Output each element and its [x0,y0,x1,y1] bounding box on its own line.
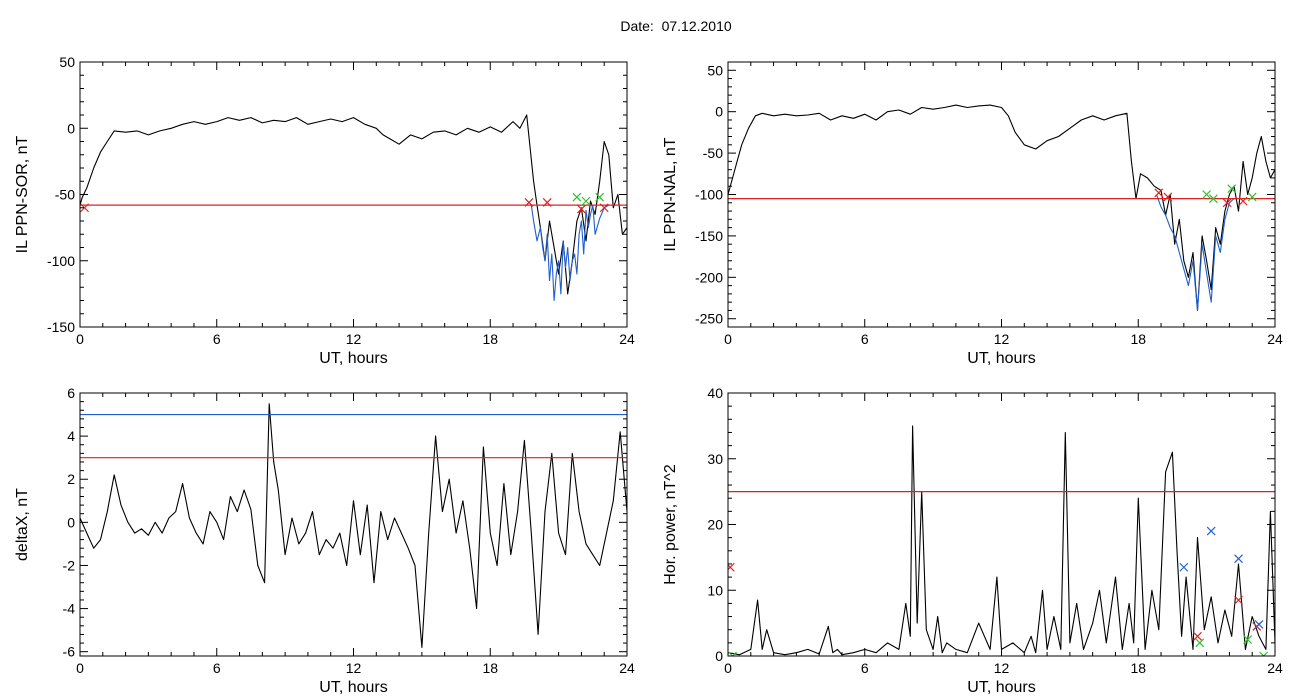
plot-frame [79,61,628,328]
x-marker [1243,635,1253,644]
y-tick-label: 30 [707,451,723,467]
y-tick-label: 6 [67,385,75,401]
x-marker [1247,192,1257,202]
x-marker [581,196,591,206]
plot-area [728,425,1275,656]
x-marker [1209,194,1218,204]
y-tick-label: -100 [695,187,723,203]
x-marker [576,204,586,214]
plot-area [80,114,627,302]
x-tick-label: 0 [724,660,732,676]
y-axis-title: Hor. power, nT^2 [662,464,679,585]
y-axis-title: deltaX, nT [14,488,31,561]
x-tick-label: 0 [76,331,84,347]
series-line [80,403,627,648]
y-tick-label: 0 [715,648,723,664]
panel-top-left: 0 6 12 18 24 -150 -100 -50 0 50 UT, hours IL PPN-SO… [14,54,635,367]
x-marker [1206,526,1216,536]
x-tick-label: 6 [861,331,869,347]
y-tick-label: -50 [703,145,723,161]
y-axis-title: IL PPN-NAL, nT [662,137,679,251]
x-tick-label: 6 [213,660,221,676]
plot-frame [727,392,1276,657]
y-tick-label: -4 [63,601,76,617]
x-marker [1193,631,1202,641]
x-marker [1234,595,1243,605]
y-tick-label: 4 [67,428,75,444]
series-line [1155,194,1235,311]
x-marker [1222,198,1232,208]
y-tick-label: 0 [67,120,75,136]
y-tick-label: 0 [67,514,75,530]
x-tick-label: 24 [1267,660,1283,676]
plot-area [728,104,1275,311]
x-marker [1227,184,1237,194]
x-tick-label: 0 [724,331,732,347]
x-marker [572,192,582,202]
x-tick-label: 12 [346,660,362,676]
y-tick-label: 10 [707,582,723,598]
x-marker [1195,638,1205,648]
x-tick-label: 12 [994,331,1010,347]
x-marker [1154,188,1164,198]
x-axis-title: UT, hours [319,350,387,367]
x-marker [595,192,605,202]
x-marker [1238,196,1248,206]
y-tick-label: 50 [707,62,723,78]
series-line [530,204,610,302]
series-line [728,104,1275,311]
series-line [728,425,1275,656]
x-tick-label: 6 [861,660,869,676]
y-tick-label: -150 [47,319,75,335]
x-marker [542,198,552,207]
y-tick-label: -200 [695,269,723,285]
plot-frame [79,392,628,657]
series-line [80,114,627,295]
x-tick-label: 12 [994,660,1010,676]
plot-area [80,403,627,648]
y-tick-label: -100 [47,253,75,269]
x-marker [1179,562,1189,572]
x-tick-label: 18 [1130,331,1146,347]
panel-top-right: 0 6 12 18 24 -250 -200 -150 -100 -50 0 50 UT, hours I… [662,61,1283,367]
x-marker [1259,651,1269,656]
y-axis-title: IL PPN-SOR, nT [14,135,31,253]
y-tick-label: -150 [695,228,723,244]
y-tick-label: -6 [63,644,76,660]
y-tick-label: 20 [707,517,723,533]
x-marker [1202,190,1212,199]
x-tick-label: 18 [482,660,498,676]
plot-frame [727,61,1276,328]
y-tick-label: 0 [715,104,723,120]
x-marker [524,198,534,207]
x-tick-label: 18 [1130,660,1146,676]
x-axis-title: UT, hours [967,350,1035,367]
x-axis-title: UT, hours [967,679,1035,696]
y-tick-label: 40 [707,385,723,401]
x-tick-label: 6 [213,331,221,347]
y-tick-label: -2 [63,557,76,573]
panel-bottom-right: 0 6 12 18 24 0 10 20 30 40 UT, hours Hor. power, nT… [662,385,1283,696]
x-marker [1254,620,1264,629]
x-tick-label: 0 [76,660,84,676]
x-tick-label: 24 [1267,331,1283,347]
x-marker [728,562,735,572]
x-marker [728,651,737,656]
y-tick-label: -50 [55,187,75,203]
x-tick-label: 24 [619,331,635,347]
x-tick-label: 24 [619,660,635,676]
figure-title: Date: 07.12.2010 [620,18,732,34]
y-tick-label: 50 [59,54,75,70]
x-marker [1163,192,1173,202]
x-tick-label: 18 [482,331,498,347]
x-axis-title: UT, hours [319,679,387,696]
y-tick-label: 2 [67,471,75,487]
x-marker [1234,554,1243,564]
x-tick-label: 12 [346,331,362,347]
y-tick-label: -250 [695,311,723,327]
x-marker [599,203,609,213]
x-marker [80,203,89,213]
